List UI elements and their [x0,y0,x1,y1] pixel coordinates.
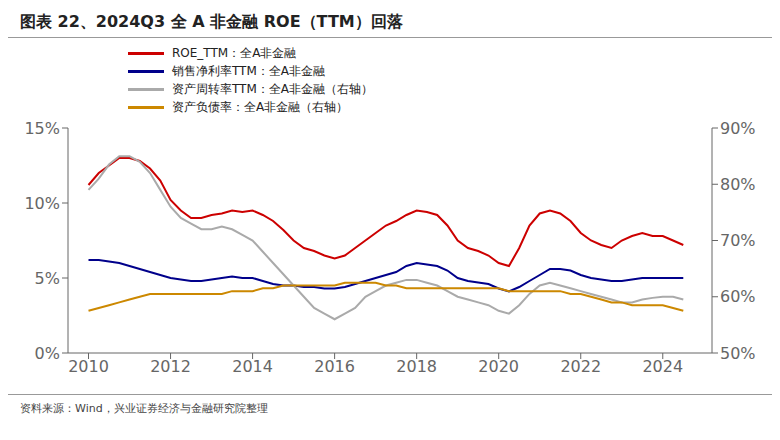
svg-text:2020: 2020 [478,357,519,376]
html-text:ROE_TTM：全A非金融: ROE_TTM：全A非金融 [172,45,297,60]
svg-text:10%: 10% [24,194,60,213]
svg-text:2010: 2010 [68,357,109,376]
html-text:资料来源：Wind，兴业证券经济与金融研究院整理: 资料来源：Wind，兴业证券经济与金融研究院整理 [20,402,268,415]
svg-text:5%: 5% [35,269,60,288]
svg-text:2022: 2022 [560,357,601,376]
svg-text:15%: 15% [24,119,60,138]
svg-text:0%: 0% [35,344,60,363]
html-text:图表 22、2024Q3 全 A 非金融 ROE（TTM）回: 图表 22、2024Q3 全 A 非金融 ROE（TTM）回落 [20,12,403,31]
svg-text:50%: 50% [720,344,756,363]
html-text:资产负债率：全A非金融（右轴）: 资产负债率：全A非金融（右轴） [172,99,349,114]
html-text:资产周转率TTM：全A非金融（右轴）: 资产周转率TTM：全A非金融（右轴） [172,81,373,96]
svg-text:80%: 80% [720,175,756,194]
svg-text:70%: 70% [720,231,756,250]
html-text:销售净利率TTM：全A非金融: 销售净利率TTM：全A非金融 [172,63,325,78]
svg-text:60%: 60% [720,287,756,306]
svg-text:2016: 2016 [314,357,355,376]
svg-text:90%: 90% [720,119,756,138]
svg-text:2012: 2012 [150,357,191,376]
svg-text:2014: 2014 [232,357,273,376]
svg-text:2018: 2018 [396,357,437,376]
svg-text:2024: 2024 [642,357,683,376]
